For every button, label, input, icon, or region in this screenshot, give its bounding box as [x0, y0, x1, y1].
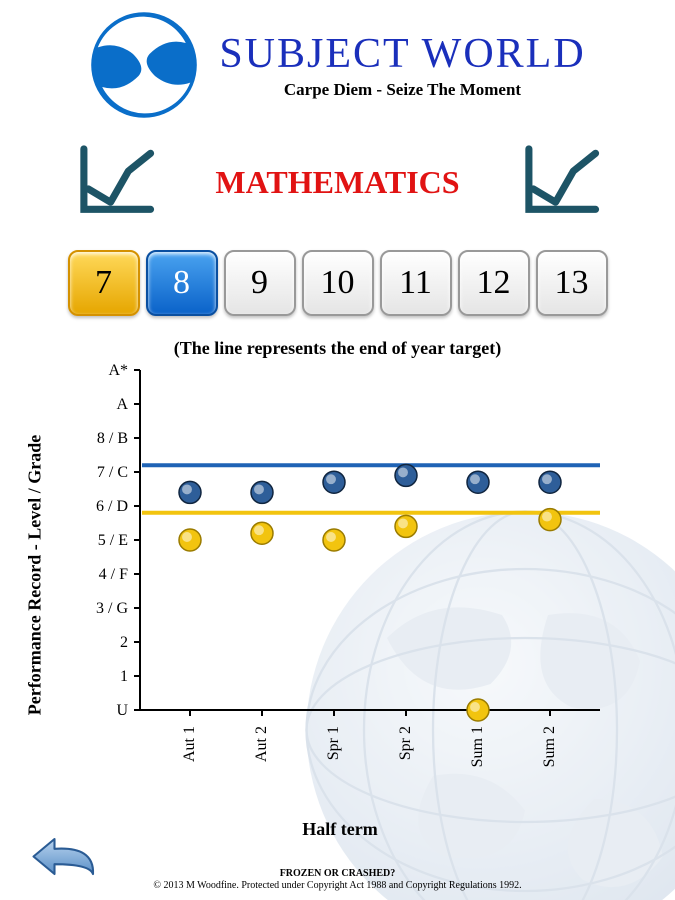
site-title: SUBJECT WORLD: [219, 30, 585, 78]
year-button-11[interactable]: 11: [380, 250, 452, 316]
footer: FROZEN OR CRASHED? © 2013 M Woodfine. Pr…: [0, 868, 675, 892]
y-tick-label: 2: [120, 634, 128, 651]
year-button-9[interactable]: 9: [224, 250, 296, 316]
y-tick-label: 6 / D: [96, 498, 128, 515]
x-tick-label: Spr 1: [325, 726, 342, 760]
year-button-label: 9: [251, 264, 268, 302]
y-tick-label: 1: [120, 668, 128, 685]
y-tick-label: A*: [108, 362, 128, 379]
y-tick-label: 8 / B: [97, 430, 128, 447]
year-button-12[interactable]: 12: [458, 250, 530, 316]
title-block: SUBJECT WORLD Carpe Diem - Seize The Mom…: [219, 30, 585, 100]
data-point-yellow-series: [539, 509, 561, 531]
year-button-13[interactable]: 13: [536, 250, 608, 316]
data-point-yellow-series: [467, 699, 489, 721]
year-button-label: 8: [173, 264, 190, 302]
data-point-blue-series: [323, 471, 345, 493]
year-selector: 7 8 9 10 11 12 13: [0, 235, 675, 326]
data-point-blue-series: [539, 471, 561, 493]
tagline: Carpe Diem - Seize The Moment: [219, 80, 585, 100]
subject-row: MATHEMATICS: [0, 120, 675, 235]
chart-svg: U 1 2 3 / G 4 / F 5 / E 6 / D 7 / C 8 / B A A* Aut …: [60, 365, 620, 785]
year-button-label: 10: [321, 264, 355, 302]
data-point-yellow-series: [323, 529, 345, 551]
line-chart-icon: [515, 140, 605, 225]
footer-line-2: © 2013 M Woodfine. Protected under Copyr…: [0, 880, 675, 892]
x-tick-label: Aut 1: [181, 726, 198, 762]
year-button-10[interactable]: 10: [302, 250, 374, 316]
data-point-blue-series: [467, 471, 489, 493]
year-button-7[interactable]: 7: [68, 250, 140, 316]
y-tick-label: A: [116, 396, 128, 413]
x-tick-label: Aut 2: [253, 726, 270, 762]
y-tick-label: 4 / F: [99, 566, 128, 583]
y-tick-label: U: [116, 702, 128, 719]
data-point-blue-series: [251, 481, 273, 503]
chart-caption: (The line represents the end of year tar…: [0, 338, 675, 359]
y-tick-label: 5 / E: [98, 532, 128, 549]
subject-title: MATHEMATICS: [180, 164, 495, 201]
year-button-8[interactable]: 8: [146, 250, 218, 316]
header: SUBJECT WORLD Carpe Diem - Seize The Mom…: [0, 0, 675, 120]
year-button-label: 11: [399, 264, 432, 302]
site-logo-icon: [89, 10, 199, 120]
y-tick-label: 3 / G: [96, 600, 128, 617]
year-button-label: 12: [477, 264, 511, 302]
data-point-yellow-series: [179, 529, 201, 551]
footer-line-1: FROZEN OR CRASHED?: [0, 868, 675, 880]
x-tick-label: Sum 1: [469, 726, 486, 767]
data-point-blue-series: [395, 464, 417, 486]
data-point-yellow-series: [395, 515, 417, 537]
y-tick-label: 7 / C: [97, 464, 128, 481]
year-button-label: 7: [95, 264, 112, 302]
line-chart-icon: [70, 140, 160, 225]
x-tick-label: Spr 2: [397, 726, 414, 760]
y-axis-title: Performance Record - Level / Grade: [25, 435, 46, 715]
data-point-blue-series: [179, 481, 201, 503]
year-button-label: 13: [555, 264, 589, 302]
performance-chart: Performance Record - Level / Grade U123 …: [60, 365, 620, 785]
page: SUBJECT WORLD Carpe Diem - Seize The Mom…: [0, 0, 675, 900]
x-tick-label: Sum 2: [541, 726, 558, 767]
x-axis-title: Half term: [302, 819, 377, 840]
data-point-yellow-series: [251, 522, 273, 544]
